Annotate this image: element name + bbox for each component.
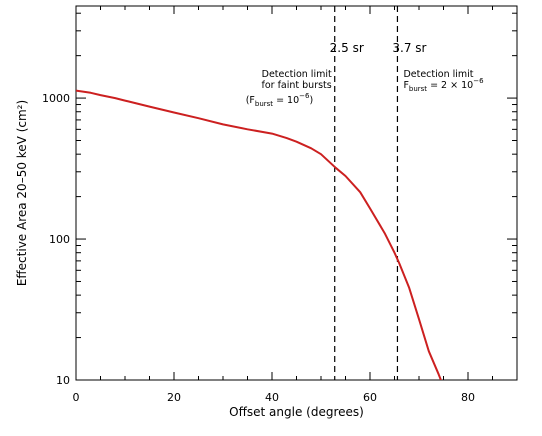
tick-labels: 0 20 40 60 80 10 100 1000 <box>42 92 475 404</box>
effective-area-curve <box>76 89 442 380</box>
y-tick-label: 10 <box>56 374 70 387</box>
y-tick-label: 100 <box>49 233 70 246</box>
reference-note: for faint bursts <box>261 80 331 91</box>
y-tick-label: 1000 <box>42 92 70 105</box>
reference-note: Detection limit <box>262 69 332 80</box>
x-tick-label: 60 <box>363 391 377 404</box>
x-tick-label: 40 <box>265 391 279 404</box>
x-axis-title: Offset angle (degrees) <box>229 405 364 419</box>
reference-note: Detection limit <box>403 69 473 80</box>
y-axis-title: Effective Area 20–50 keV (cm²) <box>15 100 29 286</box>
axis-ticks <box>75 6 518 381</box>
flux-note: (Fburst = 10−6) <box>246 92 313 108</box>
reference-label: 2.5 sr <box>330 41 364 55</box>
x-tick-label: 0 <box>73 391 80 404</box>
reference-label: 3.7 sr <box>392 41 426 55</box>
data-series <box>76 89 442 380</box>
plot-frame <box>75 5 518 381</box>
flux-note: Fburst = 2 × 10−6 <box>403 77 484 93</box>
x-tick-label: 80 <box>461 391 475 404</box>
x-tick-label: 20 <box>167 391 181 404</box>
